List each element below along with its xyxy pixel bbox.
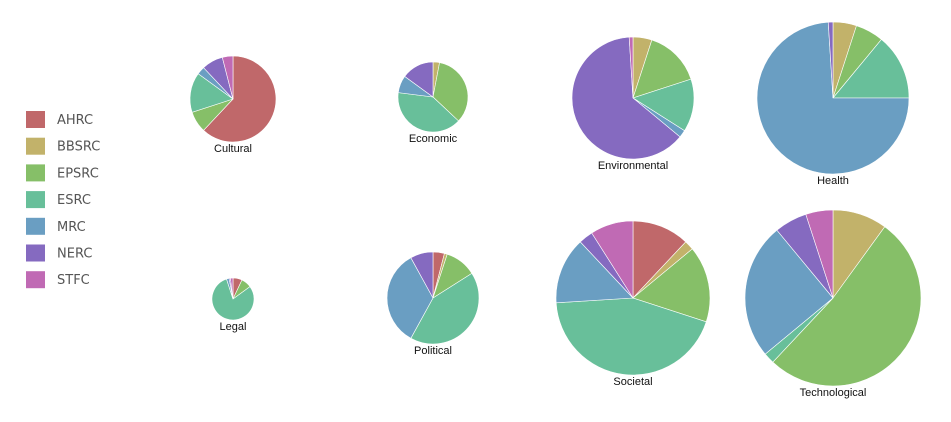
legend-swatch <box>26 111 45 128</box>
pie-slice-esrc[interactable] <box>632 78 695 132</box>
pie-cultural: Cultural <box>189 55 277 155</box>
legend-swatch <box>26 164 45 182</box>
pie-slice-stfc[interactable] <box>628 36 634 99</box>
pie-slice-nerc[interactable] <box>404 61 434 98</box>
pie-label: Legal <box>220 321 247 333</box>
pie-slice-esrc[interactable] <box>397 92 459 133</box>
pie-slice-epsrc[interactable] <box>632 248 711 323</box>
pie-economic: Economic <box>397 61 469 145</box>
legend-item-esrc[interactable]: ESRC <box>26 191 91 209</box>
pie-slice-mrc[interactable] <box>555 241 634 304</box>
pie-environmental: Environmental <box>571 36 695 172</box>
legend-swatch <box>26 217 45 235</box>
pie-slice-epsrc[interactable] <box>632 39 692 99</box>
pie-slice-epsrc[interactable] <box>772 226 922 387</box>
legend-label: AHRC <box>57 113 93 128</box>
legend-label: NERC <box>57 247 92 262</box>
pie-label: Technological <box>800 387 867 399</box>
legend-label: MRC <box>57 220 86 235</box>
legend-item-epsrc[interactable]: EPSRC <box>26 164 99 182</box>
pie-technological: Technological <box>744 209 922 399</box>
legend-item-bbsrc[interactable]: BBSRC <box>26 137 100 155</box>
legend-swatch <box>26 191 45 209</box>
pie-societal: Societal <box>555 220 711 388</box>
pie-slice-esrc[interactable] <box>832 39 910 99</box>
pie-political: Political <box>386 251 480 357</box>
pie-slice-stfc[interactable] <box>805 209 834 299</box>
legend-item-mrc[interactable]: MRC <box>26 217 86 235</box>
pie-legal: Legal <box>211 277 255 333</box>
pie-label: Societal <box>613 376 652 388</box>
legend-item-stfc[interactable]: STFC <box>26 271 90 289</box>
pie-slice-mrc[interactable] <box>744 229 834 355</box>
legend-label: BBSRC <box>57 140 100 155</box>
pie-label: Economic <box>409 133 458 145</box>
legend-swatch <box>26 271 45 289</box>
pie-slice-esrc[interactable] <box>410 272 480 345</box>
pie-label: Cultural <box>214 143 252 155</box>
legend-swatch <box>26 244 45 262</box>
legend-label: ESRC <box>57 193 91 208</box>
legend-swatch <box>26 137 45 155</box>
pie-label: Health <box>817 175 849 187</box>
pie-slice-stfc[interactable] <box>230 277 234 300</box>
pie-slice-mrc[interactable] <box>386 257 434 339</box>
pie-slice-esrc[interactable] <box>211 278 255 321</box>
pie-slice-esrc[interactable] <box>555 297 707 376</box>
pie-health: Health <box>756 21 910 187</box>
legend-label: STFC <box>57 273 90 288</box>
pie-slice-nerc[interactable] <box>571 36 681 160</box>
pie-label: Environmental <box>598 160 668 172</box>
pie-slice-stfc[interactable] <box>221 55 234 100</box>
legend-label: EPSRC <box>57 166 99 181</box>
pie-slice-epsrc[interactable] <box>432 62 469 122</box>
pie-label: Political <box>414 345 452 357</box>
pies: Cultural Economic Environmental Health Legal… <box>189 21 922 399</box>
pie-slice-nerc[interactable] <box>827 21 834 99</box>
legend: AHRC BBSRC EPSRC ESRC MRC NERC STFC <box>26 111 100 289</box>
pie-slice-mrc[interactable] <box>756 21 910 175</box>
legend-item-nerc[interactable]: NERC <box>26 244 92 262</box>
legend-item-ahrc[interactable]: AHRC <box>26 111 93 128</box>
pie-slice-stfc[interactable] <box>591 220 634 300</box>
pie-slice-nerc[interactable] <box>410 251 434 299</box>
pie-slice-ahrc[interactable] <box>203 55 277 143</box>
